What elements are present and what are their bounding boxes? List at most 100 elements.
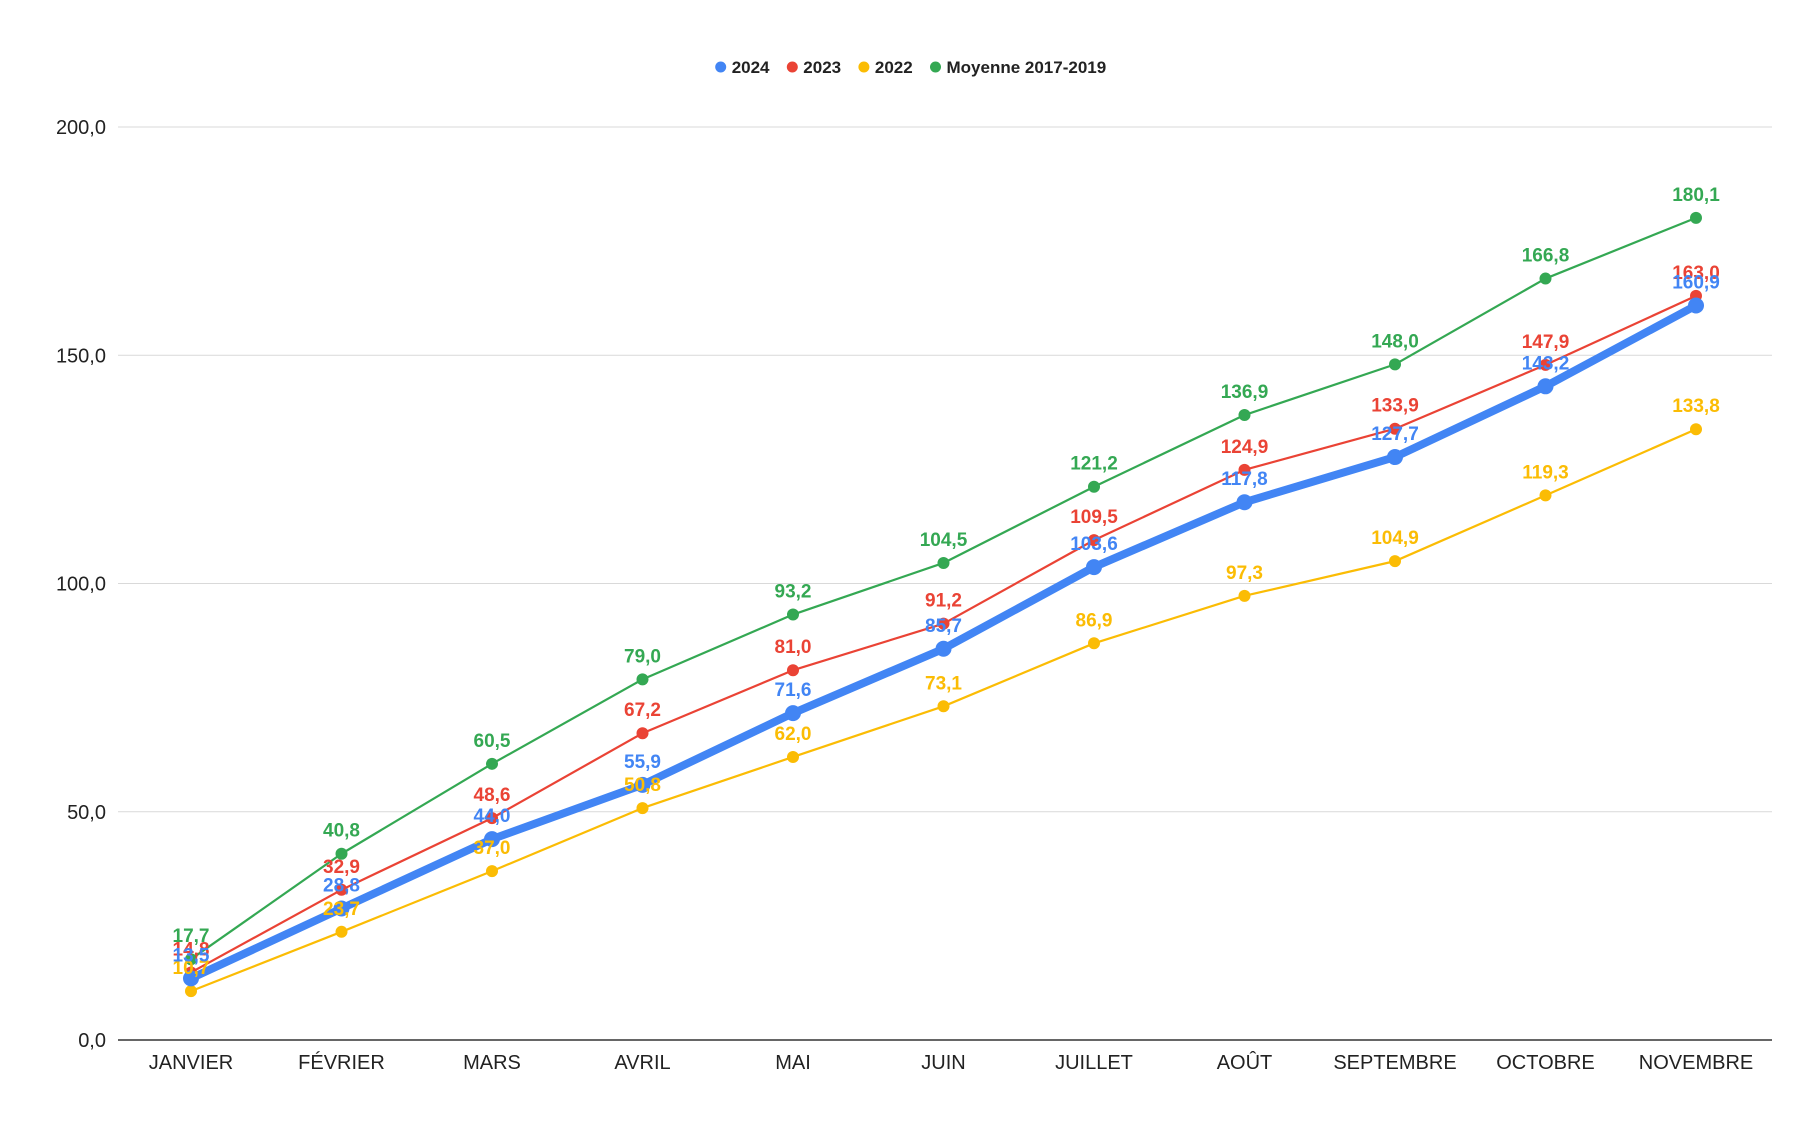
data-point: [1236, 494, 1253, 511]
data-label: 103,6: [1070, 534, 1118, 555]
data-label: 160,9: [1672, 272, 1720, 293]
data-point: [1238, 463, 1251, 476]
legend-marker: [930, 61, 941, 73]
data-point: [636, 727, 649, 740]
data-label: 133,9: [1371, 396, 1419, 417]
data-point: [634, 776, 651, 793]
data-point: [185, 953, 197, 966]
legend-label: 2022: [875, 58, 913, 77]
legend-item-2023: 2023: [786, 58, 841, 77]
labels-moyenne-2017-2019: 17,7 40,8 60,5 79,0 93,2 104,5 121,2 136,9 148,0…: [173, 185, 1721, 947]
data-label: 32,9: [323, 857, 360, 878]
data-point: [1690, 211, 1702, 224]
y-tick-label: 0,0: [78, 1030, 106, 1052]
legend: 2024 2023 2022 Moyenne 2017-2019: [715, 58, 1106, 77]
x-tick-label: AVRIL: [614, 1052, 670, 1074]
data-point: [937, 617, 950, 630]
data-label: 121,2: [1070, 454, 1118, 475]
labels-2024: 13,5 28,8 44,0 55,9 71,6 85,7 103,6 117,8 127,7 1…: [173, 272, 1720, 966]
data-label: 71,6: [775, 680, 812, 701]
legend-label: 2023: [803, 58, 841, 77]
data-label: 133,8: [1672, 396, 1720, 417]
data-point: [183, 970, 199, 987]
data-label: 117,8: [1221, 469, 1268, 490]
data-point: [335, 925, 348, 938]
x-tick-label: MAI: [775, 1052, 811, 1074]
data-point: [1088, 637, 1100, 650]
legend-item-moyenne-2017-2019: Moyenne 2017-2019: [930, 58, 1106, 77]
data-point: [486, 757, 498, 770]
data-label: 93,2: [775, 582, 812, 603]
data-point: [1688, 297, 1704, 314]
data-label: 55,9: [624, 752, 661, 773]
data-point: [636, 673, 649, 686]
data-label: 14,8: [173, 939, 210, 960]
data-point: [185, 985, 197, 998]
data-point: [1539, 358, 1552, 371]
data-label: 163,0: [1672, 263, 1720, 284]
data-label: 109,5: [1070, 507, 1118, 528]
x-tick-label: MARS: [463, 1052, 521, 1074]
x-tick-label: JUILLET: [1055, 1052, 1133, 1074]
data-point: [937, 700, 950, 713]
data-point: [1389, 358, 1401, 371]
x-tick-label: FÉVRIER: [298, 1051, 385, 1074]
series-lines: [183, 211, 1704, 998]
legend-label: 2024: [732, 58, 770, 77]
data-label: 73,1: [925, 673, 962, 694]
data-point: [1238, 409, 1251, 422]
data-label: 91,2: [925, 591, 962, 612]
data-point: [1537, 378, 1554, 395]
data-point: [785, 705, 801, 722]
data-label: 86,9: [1076, 610, 1113, 631]
legend-marker: [786, 61, 798, 73]
data-point: [787, 608, 799, 621]
labels-2023: 14,8 32,9 48,6 67,2 81,0 91,2 109,5 124,9 133,9 1…: [173, 263, 1720, 961]
x-tick-label: JANVIER: [149, 1052, 233, 1074]
data-label: 28,8: [323, 876, 360, 897]
gridlines: [118, 126, 1772, 813]
data-labels: 17,7 40,8 60,5 79,0 93,2 104,5 121,2 136,9 148,0…: [173, 185, 1721, 979]
data-label: 67,2: [624, 700, 661, 721]
data-label: 17,7: [173, 926, 210, 947]
data-label: 180,1: [1672, 185, 1720, 206]
data-label: 10,7: [173, 958, 210, 979]
data-label: 147,9: [1522, 332, 1570, 353]
data-point: [937, 556, 950, 569]
data-label: 104,5: [920, 530, 968, 551]
data-label: 40,8: [323, 821, 360, 842]
axes: 0,0 50,0 100,0 150,0 200,0 JANVIER FÉVRIER MARS…: [56, 117, 1772, 1074]
series-line: [189, 216, 1698, 961]
data-point: [1088, 534, 1100, 547]
y-tick-label: 150,0: [56, 345, 106, 367]
data-label: 166,8: [1522, 246, 1570, 267]
data-label: 44,0: [474, 806, 511, 827]
data-label: 143,2: [1522, 353, 1570, 374]
data-point: [935, 640, 952, 657]
series-2024: [183, 297, 1704, 987]
data-label: 62,0: [775, 724, 812, 745]
data-point: [636, 802, 649, 815]
data-label: 23,7: [323, 899, 360, 920]
x-tick-label: AOÛT: [1217, 1051, 1273, 1074]
data-point: [1389, 422, 1401, 435]
legend-label: Moyenne 2017-2019: [947, 58, 1107, 77]
data-point: [1086, 559, 1102, 576]
data-point: [1238, 589, 1251, 602]
x-tick-label: SEPTEMBRE: [1333, 1052, 1456, 1074]
data-point: [1690, 423, 1702, 436]
data-label: 60,5: [474, 731, 511, 752]
data-label: 50,8: [624, 775, 661, 796]
data-point: [484, 831, 500, 848]
legend-item-2024: 2024: [715, 58, 770, 77]
data-point: [486, 812, 498, 825]
x-tick-label: OCTOBRE: [1496, 1052, 1595, 1074]
series-moyenne-2017-2019: [185, 211, 1702, 966]
legend-item-2022: 2022: [858, 58, 913, 77]
data-label: 119,3: [1522, 462, 1569, 483]
data-label: 79,0: [624, 646, 661, 667]
data-point: [1539, 272, 1552, 285]
data-point: [486, 865, 498, 878]
data-point: [335, 883, 348, 896]
x-tick-label: NOVEMBRE: [1639, 1052, 1753, 1074]
